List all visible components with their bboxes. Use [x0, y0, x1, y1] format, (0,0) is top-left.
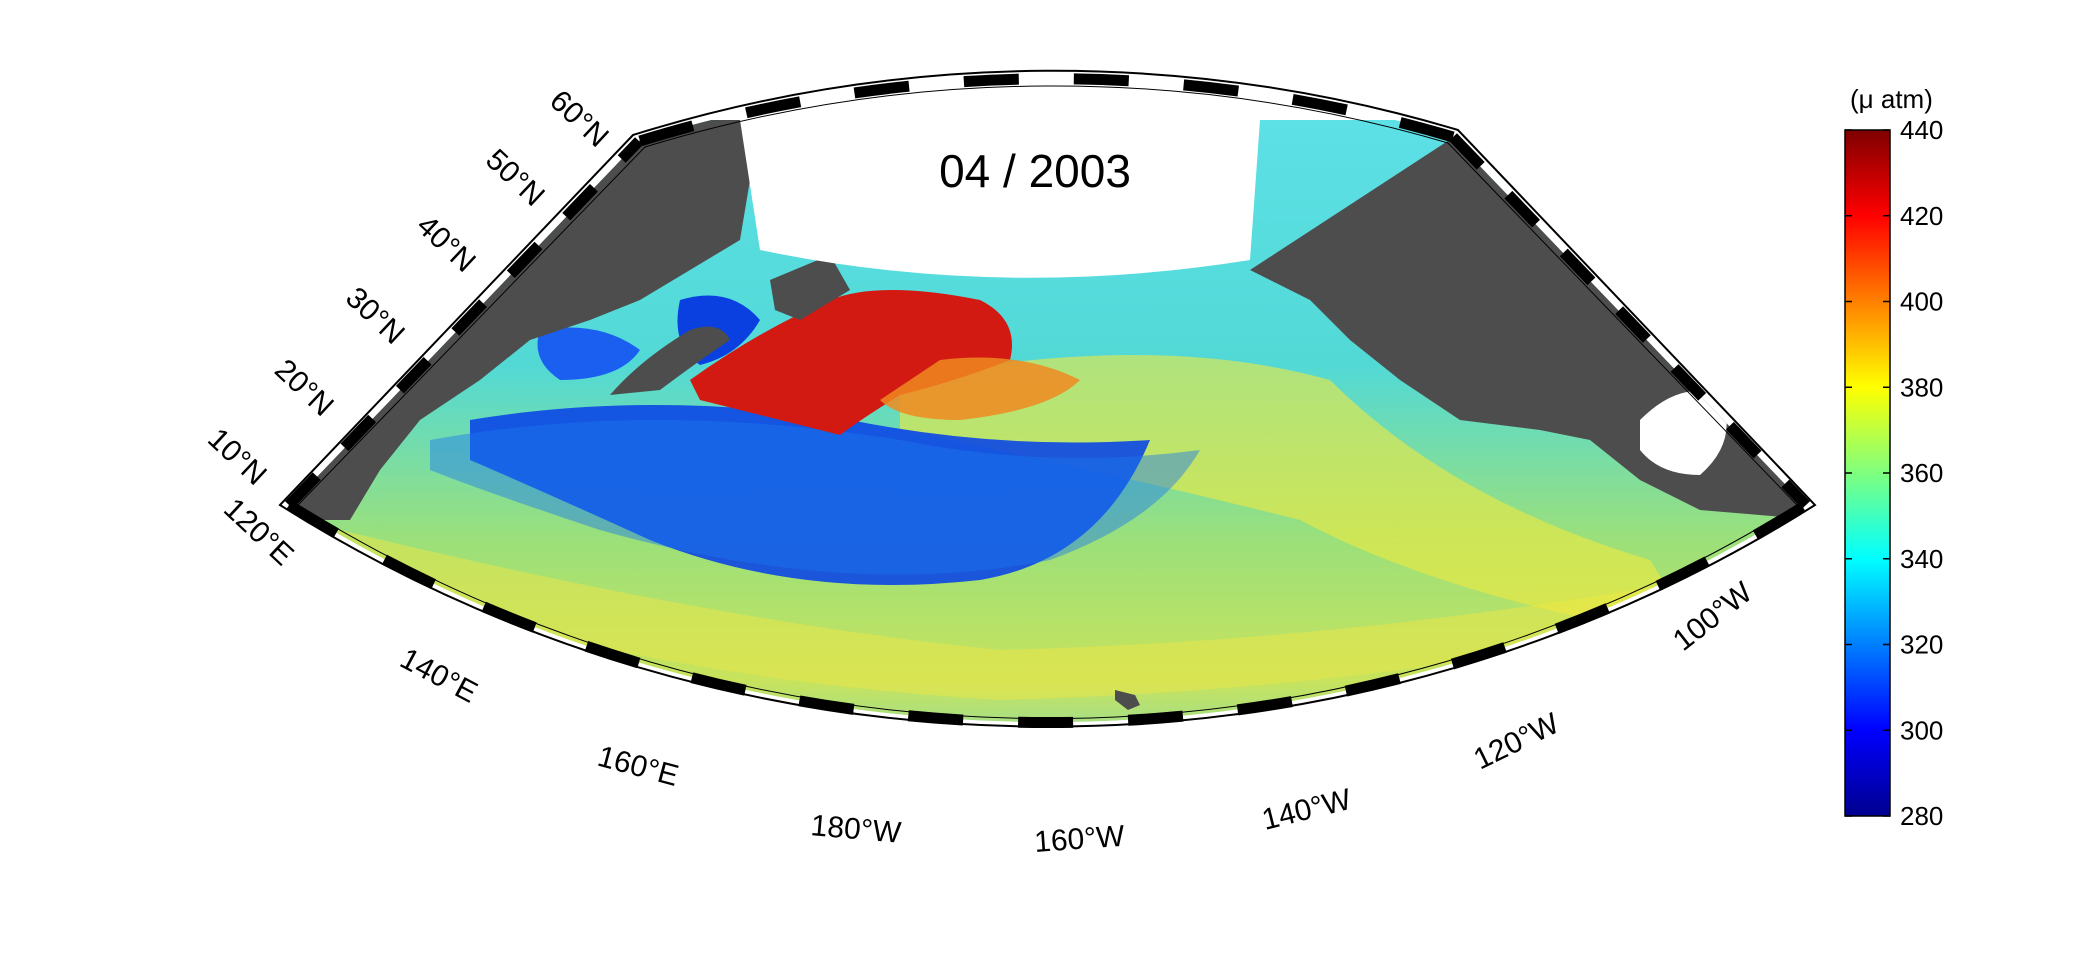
colorbar-ticks: 440 420 400 380 360 340 320 300 280: [1845, 115, 1943, 831]
warm-band-south: [300, 520, 1800, 700]
kamchatka-land: [770, 255, 850, 320]
lon-label-140w: 140°W: [1259, 783, 1355, 837]
lon-label-100w: 100°W: [1667, 575, 1759, 657]
lat-label-20n: 20°N: [268, 353, 340, 423]
hudson-bay: [1640, 390, 1727, 475]
frame-ticks-top: [638, 73, 1455, 147]
japan-land: [610, 326, 730, 395]
low-band-edge: [430, 420, 1200, 575]
lon-label-140e: 140°E: [395, 642, 483, 710]
colorbar: (μ atm) 440 420 400 380 360 340 320 300 280: [1844, 84, 1943, 831]
colorbar-gradient: [1844, 129, 1891, 817]
colorbar-tick-label: 320: [1900, 630, 1943, 660]
colorbar-tick-label: 420: [1900, 201, 1943, 231]
colorbar-tick-label: 360: [1900, 458, 1943, 488]
lat-label-10n: 10°N: [201, 422, 273, 492]
frame-ticks-bottom: [286, 500, 1809, 728]
colorbar-tick-label: 380: [1900, 372, 1943, 402]
lat-label-60n: 60°N: [543, 84, 615, 154]
frame-outline-inner: [297, 85, 1798, 719]
frame-ticks-right: [1449, 133, 1810, 509]
high-region: [690, 290, 1012, 435]
colorbar-tick-label: 300: [1900, 715, 1943, 745]
frame-outline-outer: [278, 69, 1817, 728]
frame-ticks-left: [285, 137, 643, 509]
lat-label-50n: 50°N: [479, 143, 551, 213]
lat-label-40n: 40°N: [410, 209, 482, 279]
map-title: 04 / 2003: [939, 145, 1131, 197]
low-band: [470, 405, 1150, 585]
lat-label-30n: 30°N: [339, 281, 411, 351]
hawaii-land: [1115, 690, 1140, 710]
warm-band-east: [900, 355, 1700, 640]
colorbar-tick-label: 340: [1900, 544, 1943, 574]
map-frame: [278, 69, 1817, 728]
lon-label-120w: 120°W: [1469, 707, 1565, 777]
yellow-sea-low: [537, 327, 640, 380]
lon-label-120e: 120°E: [217, 492, 300, 572]
colorbar-unit: (μ atm): [1850, 84, 1933, 114]
colorbar-tick-label: 400: [1900, 287, 1943, 317]
colorbar-tick-label: 280: [1900, 801, 1943, 831]
pco2-field: [290, 120, 1805, 723]
arctic-mask: [740, 120, 1260, 278]
colorbar-tick-label: 440: [1900, 115, 1943, 145]
lon-label-160w: 160°W: [1033, 820, 1126, 859]
lon-label-160e: 160°E: [594, 740, 682, 793]
lon-label-180w: 180°W: [809, 809, 903, 850]
high-region-edge: [880, 357, 1080, 420]
